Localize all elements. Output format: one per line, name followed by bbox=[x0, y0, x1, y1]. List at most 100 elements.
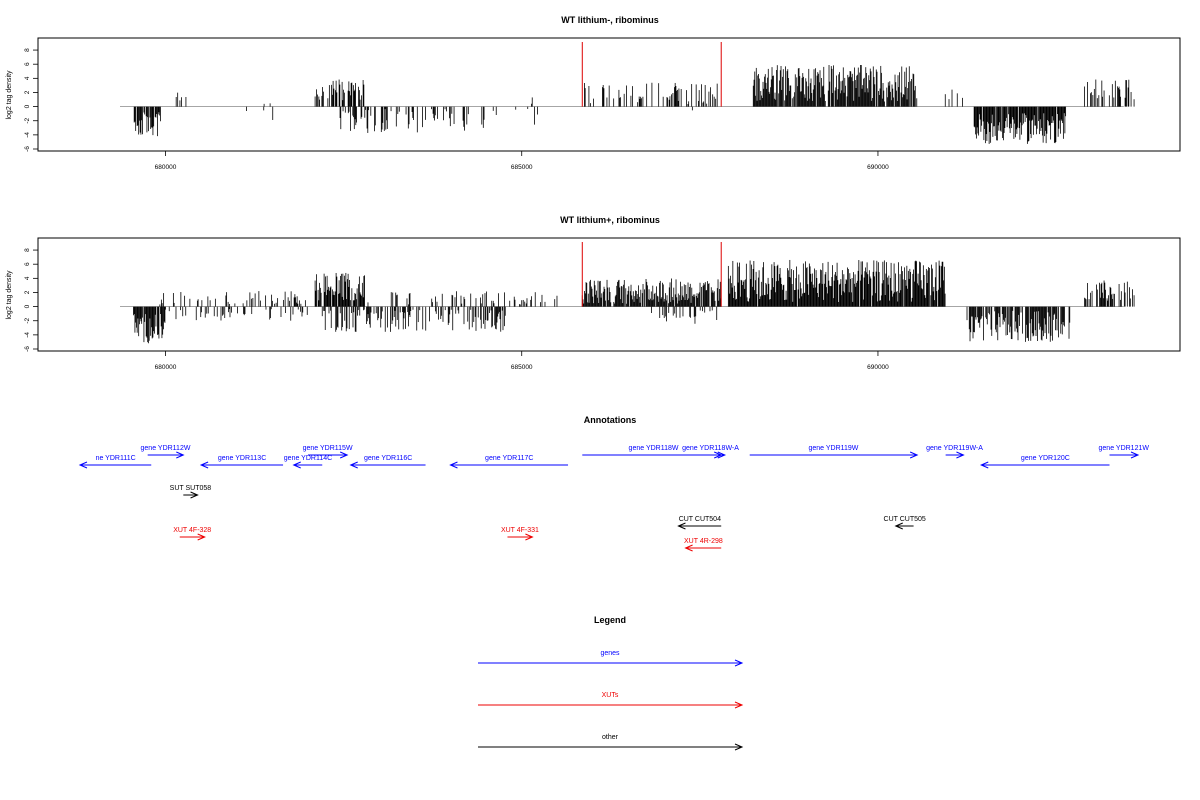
density-segment bbox=[651, 306, 718, 324]
density-segment bbox=[727, 259, 946, 307]
y-axis: -6 -4 -2 0 2 4 6 8 bbox=[24, 48, 38, 152]
annotation-feature: XUT 4R-298 bbox=[684, 538, 723, 552]
feature-arrow-head bbox=[176, 451, 185, 459]
feature-label: CUT CUT505 bbox=[884, 516, 926, 523]
feature-label: gene YDR118W-A bbox=[682, 445, 739, 452]
feature-arrow-head bbox=[1130, 451, 1140, 459]
feature-arrow-head bbox=[717, 451, 727, 459]
feature-label: gene YDR114C bbox=[284, 455, 332, 462]
feature-arrow-head bbox=[190, 491, 199, 499]
density-segment bbox=[581, 278, 722, 307]
track-lithium-plus: WT lithium+, ribominus log2 tag density … bbox=[6, 215, 1181, 371]
y-tick-label: 2 bbox=[24, 290, 31, 294]
track-lithium-minus: WT lithium-, ribominus log2 tag density … bbox=[6, 15, 1181, 171]
feature-arrow-head bbox=[449, 461, 458, 469]
annotation-feature: SUT SUT058 bbox=[170, 485, 212, 499]
density-segment bbox=[339, 106, 485, 133]
feature-arrow-head bbox=[78, 461, 88, 469]
feature-arrow-head bbox=[734, 743, 744, 751]
annotation-feature: gene YDR119W bbox=[749, 445, 919, 459]
plot-area bbox=[120, 42, 1135, 144]
feature-label: XUT 4R-298 bbox=[684, 538, 723, 545]
feature-label: gene YDR116C bbox=[364, 455, 412, 462]
annotations-panel: Annotations ne YDR111C gene YDR112W gene Y… bbox=[78, 415, 1150, 552]
feature-arrow-head bbox=[525, 533, 534, 541]
annotation-feature: ne YDR111C bbox=[78, 455, 152, 469]
annotation-feature: gene YDR121W bbox=[1099, 445, 1150, 459]
feature-label: gene YDR117C bbox=[485, 455, 533, 462]
annotation-feature: XUT 4F-331 bbox=[501, 527, 539, 541]
y-tick-label: 4 bbox=[24, 276, 31, 280]
annotation-feature: gene YDR120C bbox=[979, 455, 1110, 469]
y-tick-label: 8 bbox=[24, 48, 31, 52]
feature-label: gene YDR121W bbox=[1099, 445, 1150, 452]
feature-label: CUT CUT504 bbox=[679, 516, 721, 523]
annotation-feature: gene YDR118W-A bbox=[682, 445, 739, 459]
feature-arrow-head bbox=[199, 461, 209, 469]
legend-label: XUTs bbox=[602, 692, 619, 699]
annotation-feature: gene YDR112W bbox=[141, 445, 191, 459]
density-segment bbox=[1084, 79, 1135, 107]
y-tick-label: -6 bbox=[24, 146, 31, 152]
density-segment bbox=[175, 92, 187, 107]
feature-arrow-head bbox=[894, 522, 903, 530]
annotations-title: Annotations bbox=[584, 415, 637, 425]
density-segment bbox=[314, 272, 366, 307]
legend: Legend genes XUTs other bbox=[478, 615, 744, 751]
density-segment bbox=[1084, 280, 1135, 307]
annotation-feature: gene YDR119W-A bbox=[926, 445, 983, 459]
feature-label: gene YDR112W bbox=[141, 445, 191, 452]
feature-arrow-head bbox=[714, 451, 723, 459]
legend-item: other bbox=[478, 734, 744, 751]
y-tick-label: -2 bbox=[24, 317, 31, 323]
legend-title: Legend bbox=[594, 615, 626, 625]
x-tick-label: 680000 bbox=[155, 164, 177, 171]
feature-arrow-head bbox=[197, 533, 206, 541]
annotation-feature: gene YDR117C bbox=[449, 455, 569, 469]
annotation-feature: gene YDR116C bbox=[349, 455, 426, 469]
x-tick-label: 685000 bbox=[511, 164, 533, 171]
density-segment bbox=[973, 106, 1067, 144]
x-tick-label: 690000 bbox=[867, 164, 889, 171]
y-tick-label: -4 bbox=[24, 132, 31, 138]
y-tick-label: -2 bbox=[24, 117, 31, 123]
annotation-feature: gene YDR113C bbox=[199, 455, 284, 469]
x-axis: 680000 685000 690000 bbox=[155, 151, 889, 171]
plot-frame bbox=[37, 237, 1181, 352]
y-tick-label: -6 bbox=[24, 346, 31, 352]
legend-item: genes bbox=[478, 650, 744, 667]
density-segment bbox=[367, 291, 558, 307]
density-segment bbox=[159, 291, 306, 307]
x-tick-label: 685000 bbox=[511, 364, 533, 371]
x-tick-label: 690000 bbox=[867, 364, 889, 371]
density-segment bbox=[531, 97, 533, 107]
feature-arrow-head bbox=[677, 522, 686, 530]
feature-arrow-head bbox=[734, 659, 744, 667]
legend-label: other bbox=[602, 734, 619, 741]
plot-area bbox=[120, 242, 1135, 344]
density-segment bbox=[944, 89, 963, 107]
density-segment bbox=[314, 79, 365, 107]
feature-arrow-head bbox=[979, 461, 989, 469]
y-axis-label: log2 tag density bbox=[6, 70, 13, 120]
feature-label: SUT SUT058 bbox=[170, 485, 212, 492]
density-segment bbox=[966, 306, 1071, 342]
annotation-features: ne YDR111C gene YDR112W gene YDR113C gene Y… bbox=[78, 445, 1150, 552]
plot-frame bbox=[37, 37, 1181, 152]
feature-label: XUT 4F-328 bbox=[173, 527, 211, 534]
annotation-feature: gene YDR114C bbox=[284, 455, 332, 469]
density-segment bbox=[584, 82, 718, 107]
legend-items: genes XUTs other bbox=[478, 650, 744, 751]
y-tick-label: 6 bbox=[24, 262, 31, 266]
density-segment bbox=[133, 306, 166, 344]
track-title: WT lithium+, ribominus bbox=[560, 215, 660, 225]
annotation-feature: CUT CUT504 bbox=[677, 516, 722, 530]
y-tick-label: 4 bbox=[24, 76, 31, 80]
feature-arrow-head bbox=[956, 451, 965, 459]
density-segment bbox=[752, 64, 918, 107]
annotation-feature: CUT CUT505 bbox=[884, 516, 926, 530]
y-tick-label: 0 bbox=[24, 304, 31, 308]
feature-arrow-head bbox=[734, 701, 744, 709]
